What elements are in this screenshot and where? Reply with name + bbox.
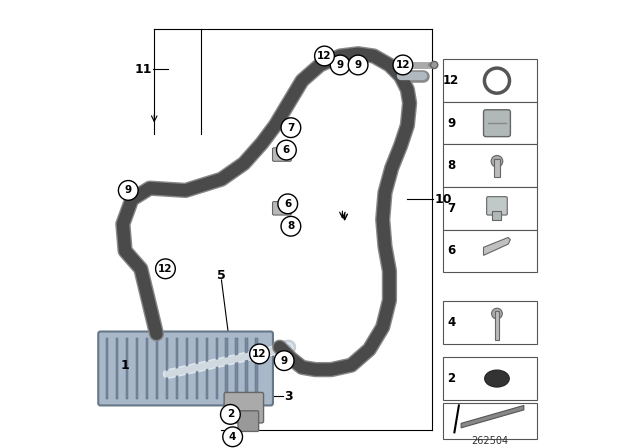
Text: 12: 12 <box>396 60 410 70</box>
Text: 9: 9 <box>337 60 344 70</box>
Bar <box>443 229 538 272</box>
FancyBboxPatch shape <box>486 197 508 215</box>
Bar <box>443 60 538 102</box>
Circle shape <box>281 118 301 138</box>
Circle shape <box>278 194 298 214</box>
FancyBboxPatch shape <box>273 202 291 215</box>
Circle shape <box>250 344 269 364</box>
Text: 4: 4 <box>447 316 456 329</box>
Text: 7: 7 <box>287 123 294 133</box>
Bar <box>255 338 258 399</box>
Polygon shape <box>484 237 511 255</box>
Text: 12: 12 <box>443 74 460 87</box>
Bar <box>136 338 138 399</box>
Bar <box>225 338 228 399</box>
FancyBboxPatch shape <box>484 110 511 137</box>
Text: 12: 12 <box>158 264 173 274</box>
Circle shape <box>348 55 368 75</box>
Text: 2: 2 <box>227 409 234 419</box>
Text: 12: 12 <box>252 349 267 359</box>
Text: 6: 6 <box>447 244 456 258</box>
Bar <box>245 338 248 399</box>
Text: 11: 11 <box>134 63 152 76</box>
Text: 10: 10 <box>435 193 452 206</box>
Bar <box>156 338 158 399</box>
Circle shape <box>156 259 175 279</box>
Text: 262504: 262504 <box>472 436 509 446</box>
Text: 8: 8 <box>447 159 456 172</box>
Bar <box>443 102 538 145</box>
Text: 12: 12 <box>317 51 332 61</box>
Bar <box>116 338 118 399</box>
FancyBboxPatch shape <box>99 332 273 405</box>
Text: 9: 9 <box>355 60 362 70</box>
Text: 9: 9 <box>125 185 132 195</box>
Bar <box>146 338 148 399</box>
Bar <box>196 338 198 399</box>
Circle shape <box>275 351 294 370</box>
Bar <box>443 187 538 229</box>
Bar <box>126 338 128 399</box>
Text: 6: 6 <box>284 199 291 209</box>
Bar <box>216 338 218 399</box>
Text: 1: 1 <box>121 358 129 372</box>
Bar <box>443 403 538 439</box>
Bar <box>175 338 178 399</box>
Text: 2: 2 <box>447 372 455 385</box>
Circle shape <box>315 46 334 66</box>
Bar <box>494 159 500 177</box>
Text: 9: 9 <box>447 116 456 130</box>
FancyBboxPatch shape <box>238 411 259 431</box>
Circle shape <box>221 405 240 424</box>
Bar <box>186 338 188 399</box>
Circle shape <box>393 55 413 75</box>
Text: 9: 9 <box>280 356 288 366</box>
Bar <box>205 338 208 399</box>
Text: 3: 3 <box>284 390 292 403</box>
Circle shape <box>484 68 509 93</box>
Bar <box>166 338 168 399</box>
Circle shape <box>492 308 502 319</box>
Circle shape <box>276 140 296 160</box>
Text: 6: 6 <box>283 145 290 155</box>
Text: 4: 4 <box>229 432 236 442</box>
Bar <box>493 211 502 220</box>
Bar <box>443 301 538 344</box>
Circle shape <box>489 73 505 89</box>
Polygon shape <box>461 405 524 428</box>
Circle shape <box>223 427 243 447</box>
FancyBboxPatch shape <box>273 148 291 161</box>
Circle shape <box>118 181 138 200</box>
Text: 7: 7 <box>447 202 455 215</box>
Ellipse shape <box>484 370 509 387</box>
Text: 5: 5 <box>217 269 226 282</box>
FancyBboxPatch shape <box>224 392 264 423</box>
Bar <box>443 144 538 187</box>
Text: 8: 8 <box>287 221 294 231</box>
Bar <box>236 338 237 399</box>
Circle shape <box>491 155 503 167</box>
Bar <box>443 358 538 400</box>
Bar <box>495 311 499 340</box>
Bar <box>106 338 108 399</box>
Circle shape <box>330 55 350 75</box>
Circle shape <box>281 216 301 236</box>
Circle shape <box>431 61 438 69</box>
